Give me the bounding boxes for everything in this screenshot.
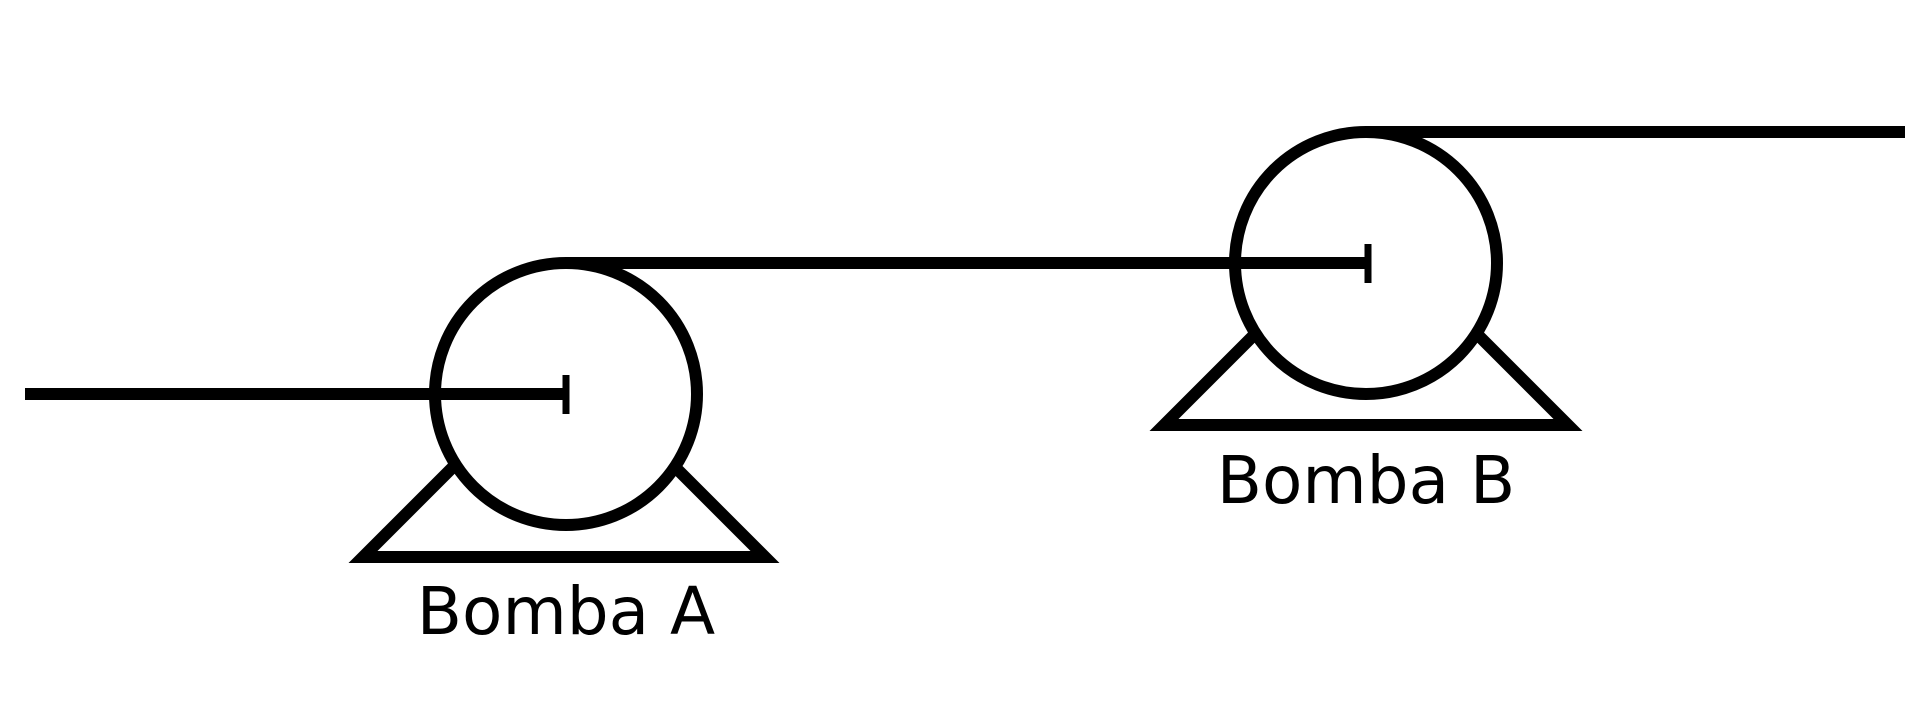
pump-a: Bomba A bbox=[348, 257, 780, 650]
pump-a-casing bbox=[429, 257, 703, 531]
pump-a-base bbox=[348, 462, 780, 563]
pump-b-base bbox=[1149, 330, 1583, 431]
pump-a-label: Bomba A bbox=[417, 573, 715, 650]
pump-b: Bomba B bbox=[1149, 126, 1583, 519]
pump-b-casing bbox=[1229, 126, 1503, 400]
pump-b-label: Bomba B bbox=[1217, 442, 1516, 519]
